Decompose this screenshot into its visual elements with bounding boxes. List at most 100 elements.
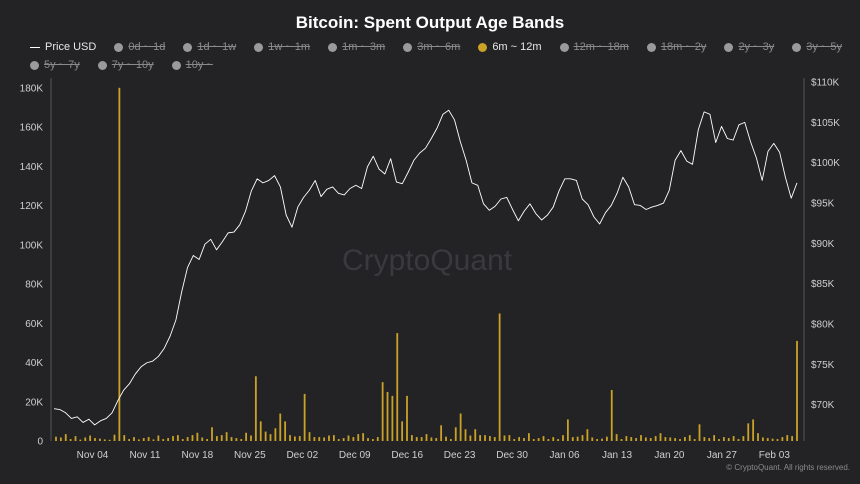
right-tick-label: $75K [811, 360, 835, 371]
age-band-bar [737, 439, 740, 441]
age-band-bar [430, 437, 433, 441]
x-tick-label: Jan 13 [602, 450, 632, 461]
age-band-bar [133, 437, 135, 441]
age-band-bar [181, 439, 184, 441]
age-band-bar [401, 421, 404, 441]
left-tick-label: 180K [20, 83, 44, 94]
legend-item[interactable]: 3y ~ 5y [792, 40, 842, 54]
age-band-bar [552, 437, 555, 441]
age-band-bar [766, 438, 769, 441]
legend-item[interactable]: 1m ~ 3m [328, 40, 385, 54]
legend-item[interactable]: 18m ~ 2y [646, 40, 707, 54]
age-band-bars [55, 87, 798, 441]
age-band-bar [498, 313, 501, 441]
age-band-bar [425, 434, 428, 441]
age-band-bar [254, 376, 257, 441]
dot-swatch-icon [183, 42, 193, 52]
age-band-bar [264, 431, 267, 441]
age-band-bar [786, 435, 789, 441]
legend-label: 6m ~ 12m [492, 41, 542, 53]
age-band-bar [137, 439, 140, 441]
age-band-bar [474, 429, 477, 441]
dot-swatch-icon [478, 42, 488, 52]
age-band-bar [142, 438, 145, 441]
left-tick-label: 0 [37, 437, 43, 448]
chart-legend: Price USD 0d ~ 1d 1d ~ 1w 1w ~ 1m 1m ~ 3m 3m … [30, 40, 850, 72]
age-band-bar [371, 439, 374, 441]
left-tick-label: 80K [25, 280, 43, 291]
right-tick-label: $95K [811, 199, 835, 210]
legend-label: 10y ~ [185, 59, 213, 71]
age-band-bar [332, 435, 335, 441]
legend-label: 18m ~ 2y [660, 41, 707, 53]
age-band-bar [64, 434, 67, 441]
age-band-bar [128, 439, 131, 441]
age-band-bar [469, 435, 472, 441]
right-tick-label: $85K [811, 279, 835, 290]
legend-item[interactable]: 1d ~ 1w [183, 40, 236, 54]
age-band-bar [503, 435, 506, 441]
age-band-bar [713, 435, 716, 441]
age-band-bar [357, 434, 360, 441]
legend-item[interactable]: 5y ~ 7y [30, 58, 80, 72]
legend-label: 1w ~ 1m [268, 41, 311, 53]
age-band-bar [103, 439, 106, 441]
age-band-bar [445, 436, 447, 441]
legend-item[interactable]: 7y ~ 10y [97, 58, 154, 72]
age-band-bar [659, 433, 662, 441]
age-band-bar [649, 438, 652, 441]
price-line [53, 109, 798, 426]
age-band-bar [435, 438, 438, 441]
age-band-bar [796, 340, 798, 441]
age-band-bar [537, 438, 540, 441]
age-band-bar [172, 436, 174, 441]
age-band-bar [381, 382, 384, 441]
age-band-bar [328, 435, 330, 441]
legend-item[interactable]: 1w ~ 1m [254, 40, 310, 54]
age-band-bar [420, 437, 423, 441]
age-band-bar [596, 439, 599, 441]
legend-item[interactable]: Price USD [30, 40, 96, 54]
age-band-bar [225, 432, 228, 441]
dot-swatch-icon [724, 42, 734, 52]
age-band-bar [727, 438, 730, 441]
x-tick-label: Nov 18 [182, 450, 214, 461]
age-band-bar [201, 437, 204, 441]
legend-label: 1m ~ 3m [342, 41, 386, 53]
age-band-bar [532, 439, 535, 441]
age-band-bar [605, 436, 608, 441]
legend-item[interactable]: 2y ~ 3y [724, 40, 774, 54]
dot-swatch-icon [328, 42, 338, 52]
chart-title: Bitcoin: Spent Output Age Bands [295, 13, 565, 32]
dot-swatch-icon [792, 42, 802, 52]
age-band-bar [664, 437, 667, 441]
age-band-bar [98, 438, 101, 441]
age-band-bar [318, 437, 321, 441]
age-band-bar [688, 435, 691, 441]
legend-label: 3m ~ 6m [417, 41, 461, 53]
age-band-bar [55, 436, 57, 441]
age-band-bar [196, 432, 199, 441]
age-band-bar [396, 333, 399, 441]
left-tick-label: 20K [25, 397, 43, 408]
age-band-bar [113, 434, 116, 441]
left-y-axis: 0 20K 40K 60K 80K 100K 120K 140K 160K 180K [20, 83, 44, 447]
age-band-bar [391, 395, 394, 441]
age-band-bar [644, 437, 647, 441]
age-band-bar [508, 435, 511, 441]
age-band-bar [781, 437, 784, 441]
legend-item[interactable]: 10y ~ [171, 58, 213, 72]
legend-item[interactable]: 3m ~ 6m [403, 40, 460, 54]
legend-item[interactable]: 6m ~ 12m [478, 40, 542, 54]
age-band-bar [303, 393, 306, 441]
x-tick-label: Jan 06 [550, 450, 580, 461]
age-band-bar [94, 438, 96, 441]
legend-item[interactable]: 12m ~ 18m [559, 40, 629, 54]
x-tick-label: Dec 16 [391, 450, 423, 461]
age-band-bar [376, 437, 379, 441]
legend-label: 5y ~ 7y [44, 59, 80, 71]
age-band-bar [708, 438, 711, 441]
legend-item[interactable]: 0d ~ 1d [114, 40, 165, 54]
right-tick-label: $110K [811, 78, 840, 89]
